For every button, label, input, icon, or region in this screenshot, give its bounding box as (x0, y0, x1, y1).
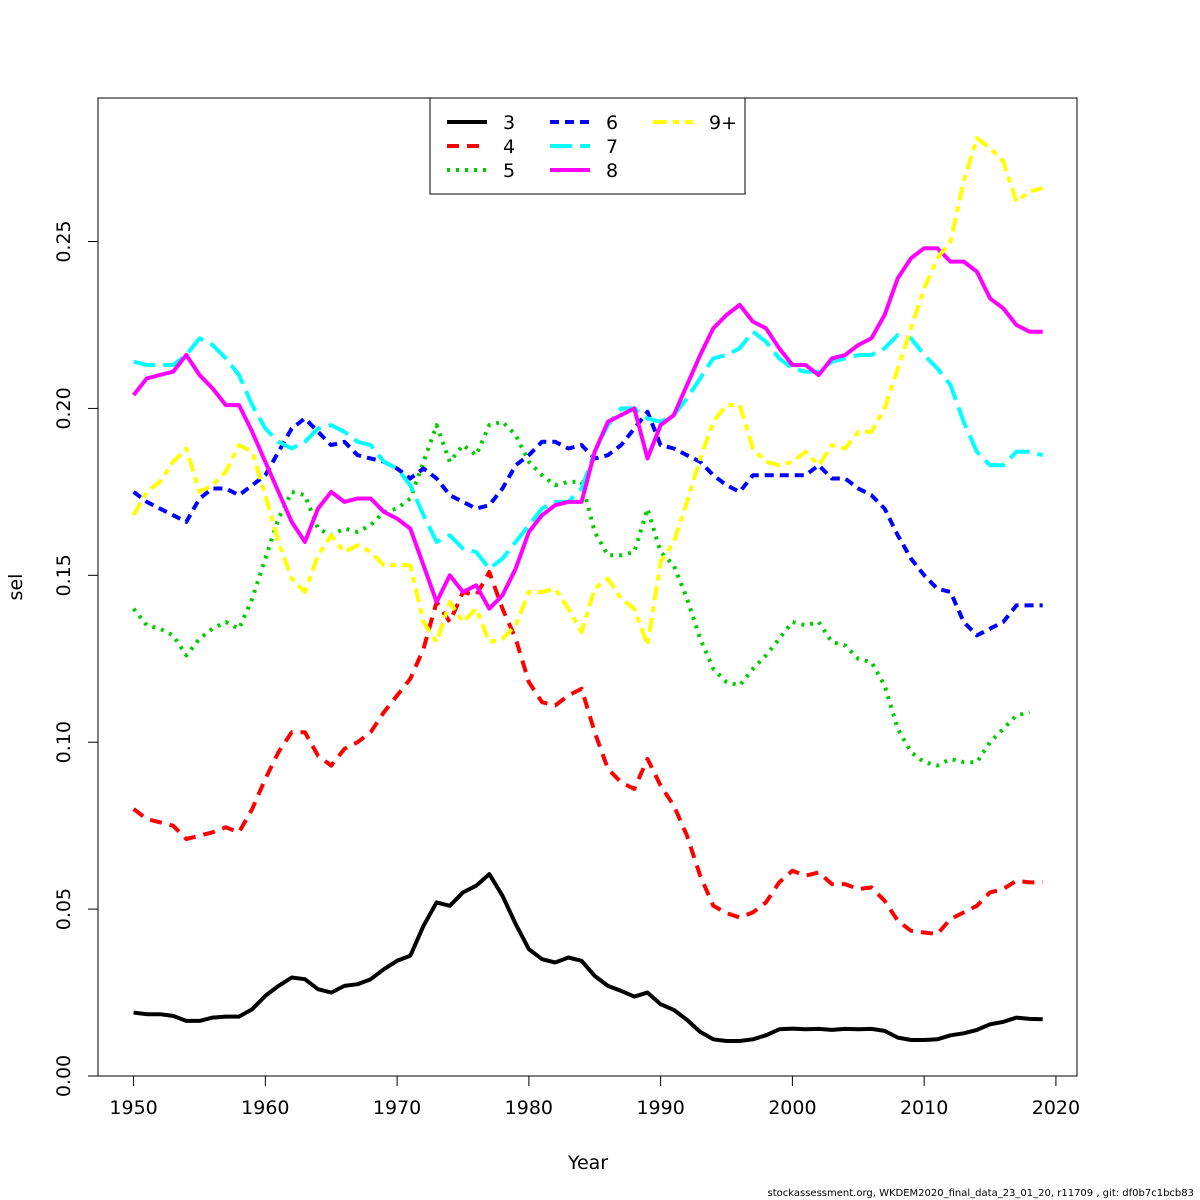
y-axis-label: sel (5, 574, 27, 601)
x-axis-label: Year (567, 1152, 608, 1174)
legend-item: 6 (550, 112, 618, 134)
y-tick-label: 0.20 (53, 387, 75, 429)
y-tick-label: 0.25 (53, 220, 75, 262)
y-tick-label: 0.15 (53, 554, 75, 596)
y-tick-label: 0.00 (53, 1055, 75, 1097)
x-tick-label: 2010 (900, 1097, 948, 1119)
series-layer (131, 136, 1044, 1043)
legend-label: 3 (503, 112, 515, 134)
x-tick-label: 1980 (505, 1097, 553, 1119)
legend-item: 5 (447, 160, 515, 182)
x-tick-label: 1970 (373, 1097, 421, 1119)
legend-item: 9+ (653, 112, 737, 134)
series-line-7 (133, 329, 1044, 571)
series-line-9plus (131, 136, 1044, 648)
legend-item: 7 (550, 136, 618, 158)
legend-label: 8 (606, 160, 618, 182)
x-tick-label: 1990 (636, 1097, 684, 1119)
legend-item: 3 (447, 112, 515, 134)
legend-label: 6 (606, 112, 618, 134)
y-tick-label: 0.05 (53, 888, 75, 930)
series-line-5 (132, 419, 1031, 768)
x-tick-label: 1960 (241, 1097, 289, 1119)
axes-layer: 1950 1960 1970 1980 1990 2000 2010 2020 0.00 0.05… (53, 220, 1080, 1119)
y-tick-label: 0.10 (53, 721, 75, 763)
legend-item: 4 (447, 136, 515, 158)
series-line-3 (133, 872, 1043, 1043)
legend-label: 9+ (709, 112, 737, 134)
legend-label: 7 (606, 136, 618, 158)
x-tick-label: 2000 (768, 1097, 816, 1119)
plot-frame (97, 97, 1078, 1077)
legend: 345 678 9+ (429, 97, 746, 195)
legend-item: 8 (550, 160, 618, 182)
x-tick-label: 1950 (109, 1097, 157, 1119)
series-line-4 (132, 570, 1043, 937)
footer-credit: stockassessment.org, WKDEM2020_final_dat… (767, 1188, 1194, 1199)
legend-label: 5 (503, 160, 515, 182)
legend-label: 4 (503, 136, 515, 158)
series-line-6 (132, 409, 1043, 638)
x-tick-label: 2020 (1032, 1097, 1080, 1119)
series-line-8 (132, 246, 1043, 611)
